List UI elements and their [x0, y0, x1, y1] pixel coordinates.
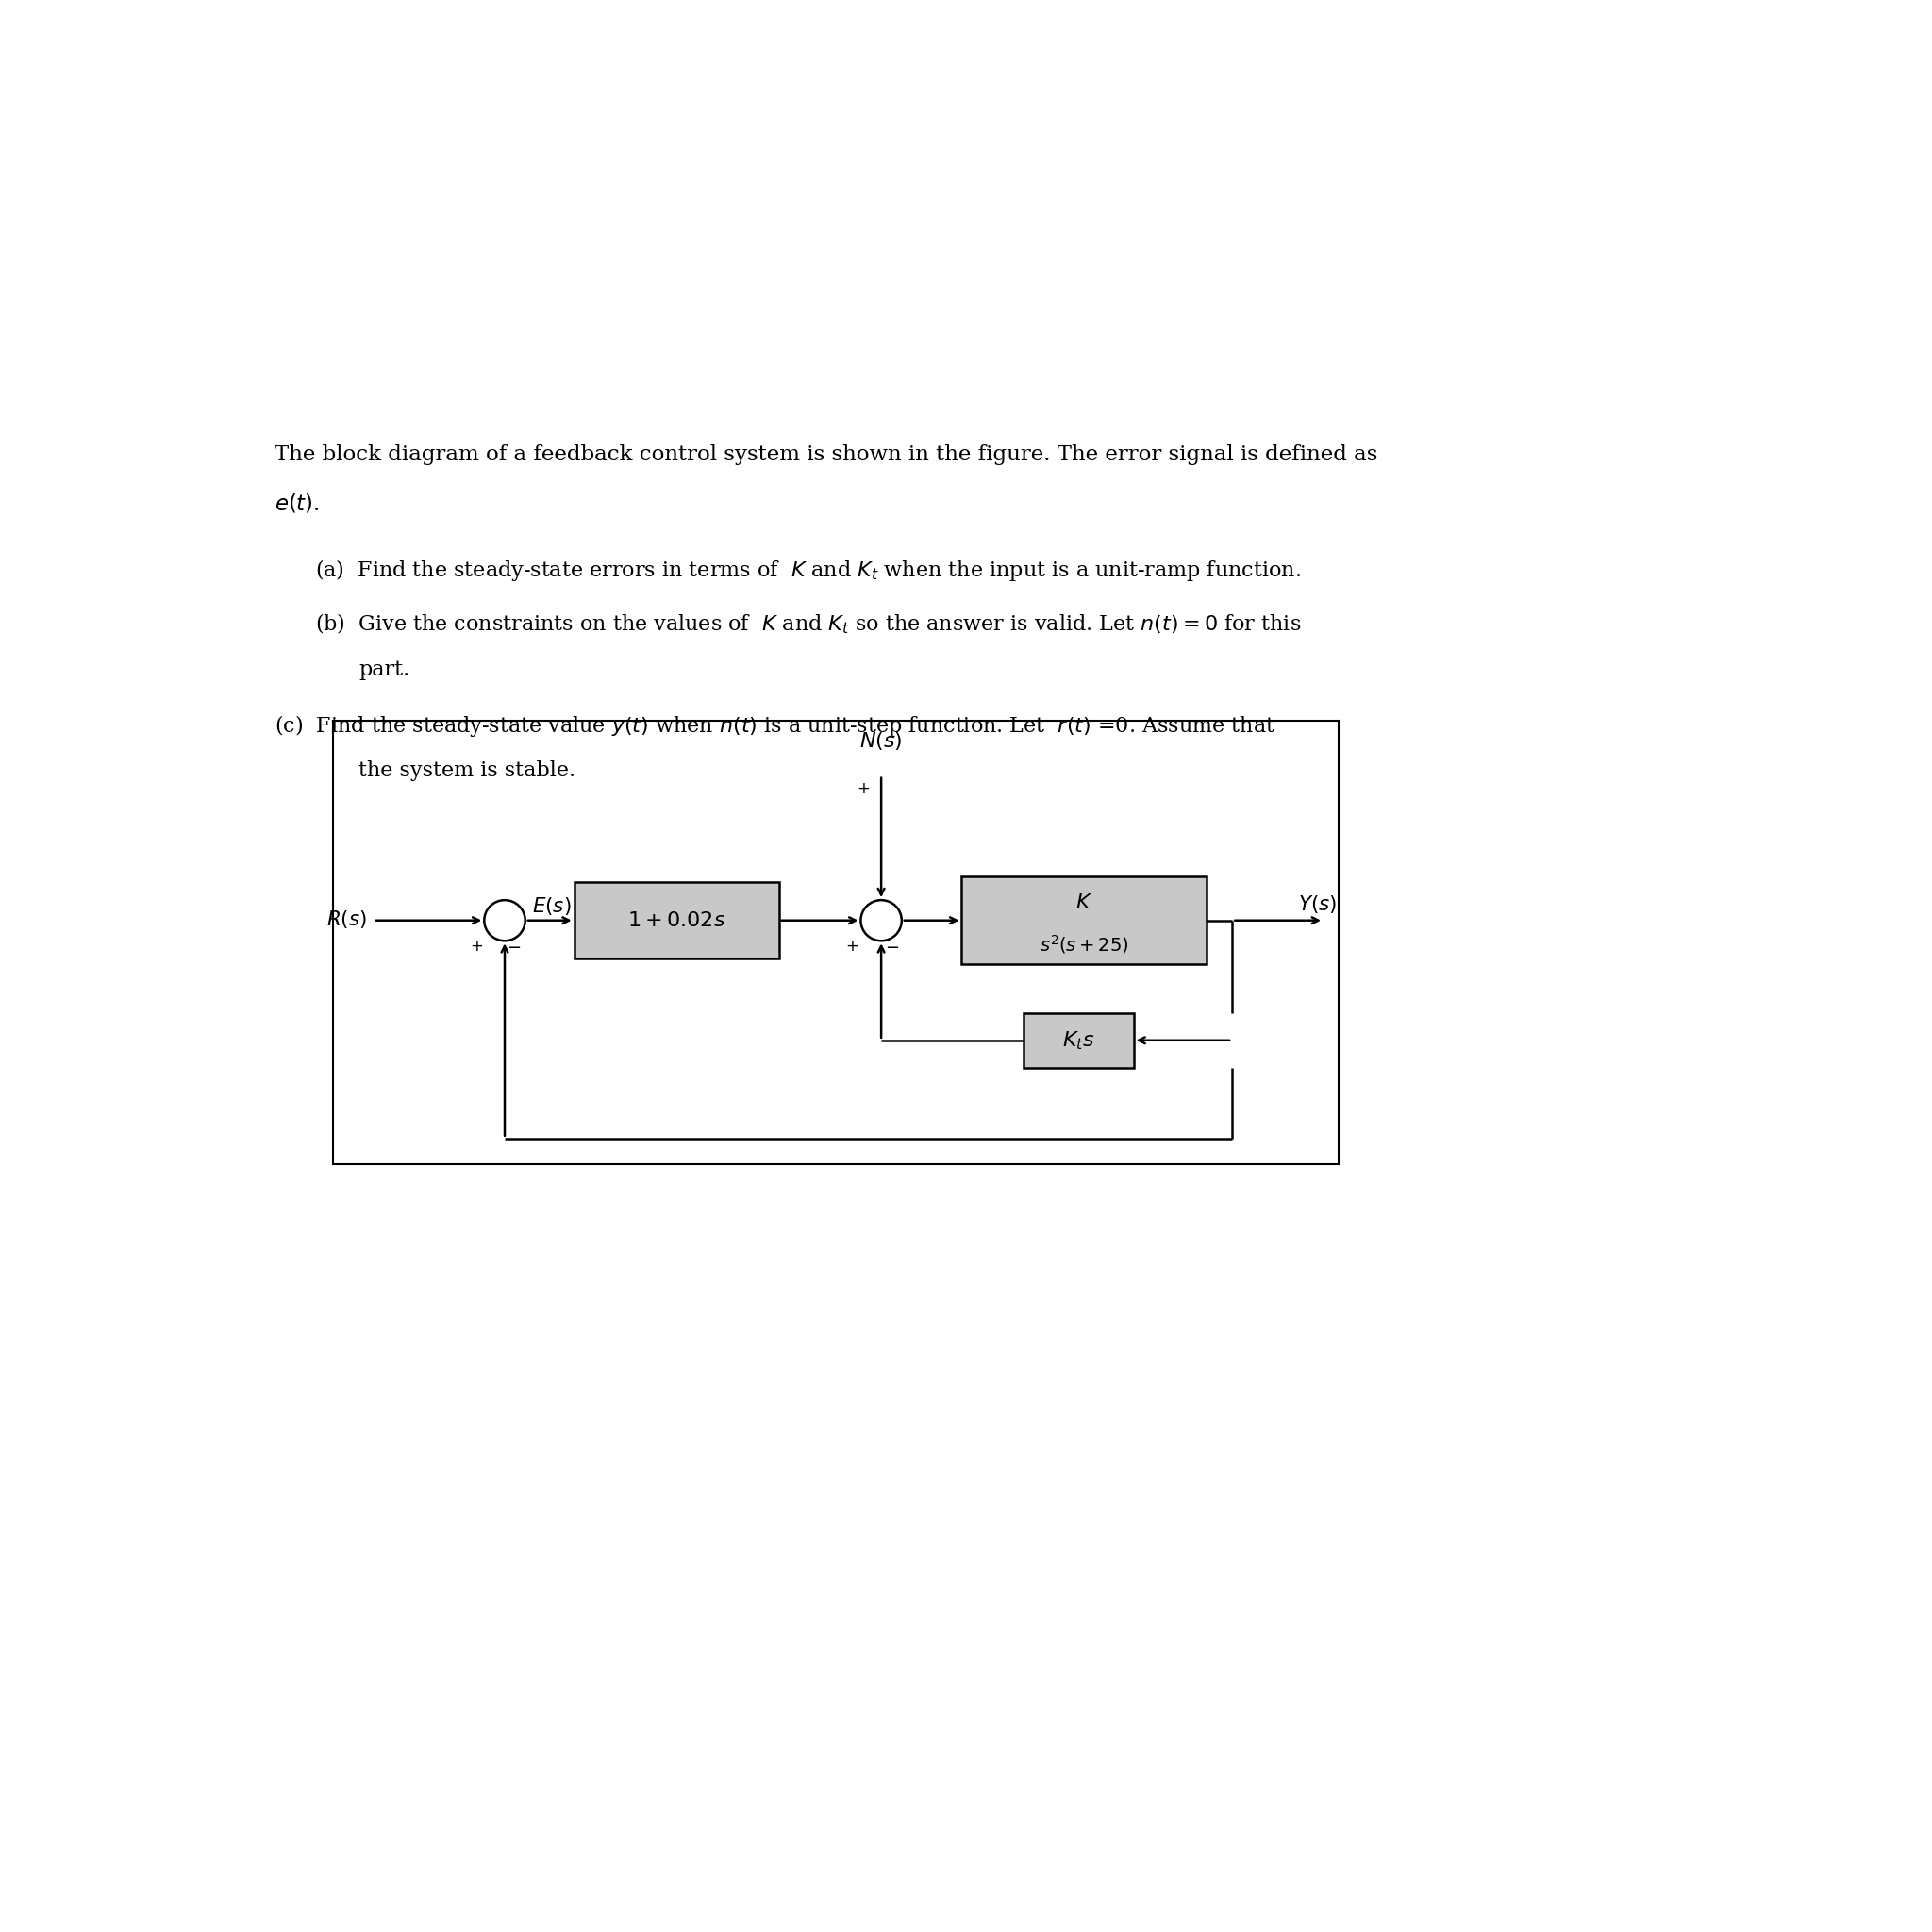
Circle shape — [485, 900, 526, 941]
Text: part.: part. — [359, 659, 410, 680]
Text: (a)  Find the steady-state errors in terms of  $K$ and $K_t$ when the input is a: (a) Find the steady-state errors in term… — [315, 556, 1300, 583]
Text: $N(s)$: $N(s)$ — [860, 730, 902, 752]
Text: −: − — [506, 939, 520, 956]
Circle shape — [862, 900, 902, 941]
Text: $R(s)$: $R(s)$ — [327, 908, 367, 929]
Bar — [574, 883, 779, 958]
Text: +: + — [469, 937, 483, 954]
Text: $1 + 0.02s$: $1 + 0.02s$ — [628, 910, 726, 931]
Text: −: − — [885, 939, 898, 956]
Bar — [1024, 1012, 1134, 1068]
Text: $e(t)$.: $e(t)$. — [274, 493, 319, 514]
Text: (b)  Give the constraints on the values of  $K$ and $K_t$ so the answer is valid: (b) Give the constraints on the values o… — [315, 612, 1300, 636]
Text: The block diagram of a feedback control system is shown in the figure. The error: The block diagram of a feedback control … — [274, 444, 1378, 466]
Text: (c)  Find the steady-state value $y(t)$ when $n(t)$ is a unit-step function. Let: (c) Find the steady-state value $y(t)$ w… — [274, 713, 1275, 738]
Bar — [332, 721, 1339, 1163]
Bar — [962, 877, 1208, 964]
Text: $K$: $K$ — [1076, 893, 1094, 914]
Text: +: + — [856, 781, 869, 796]
Text: $K_t s$: $K_t s$ — [1063, 1030, 1095, 1051]
Text: $E(s)$: $E(s)$ — [533, 895, 572, 918]
Text: $Y(s)$: $Y(s)$ — [1298, 895, 1337, 916]
Text: the system is stable.: the system is stable. — [359, 761, 576, 781]
Text: +: + — [846, 937, 858, 954]
Text: $s^2(s + 25)$: $s^2(s + 25)$ — [1039, 933, 1128, 956]
